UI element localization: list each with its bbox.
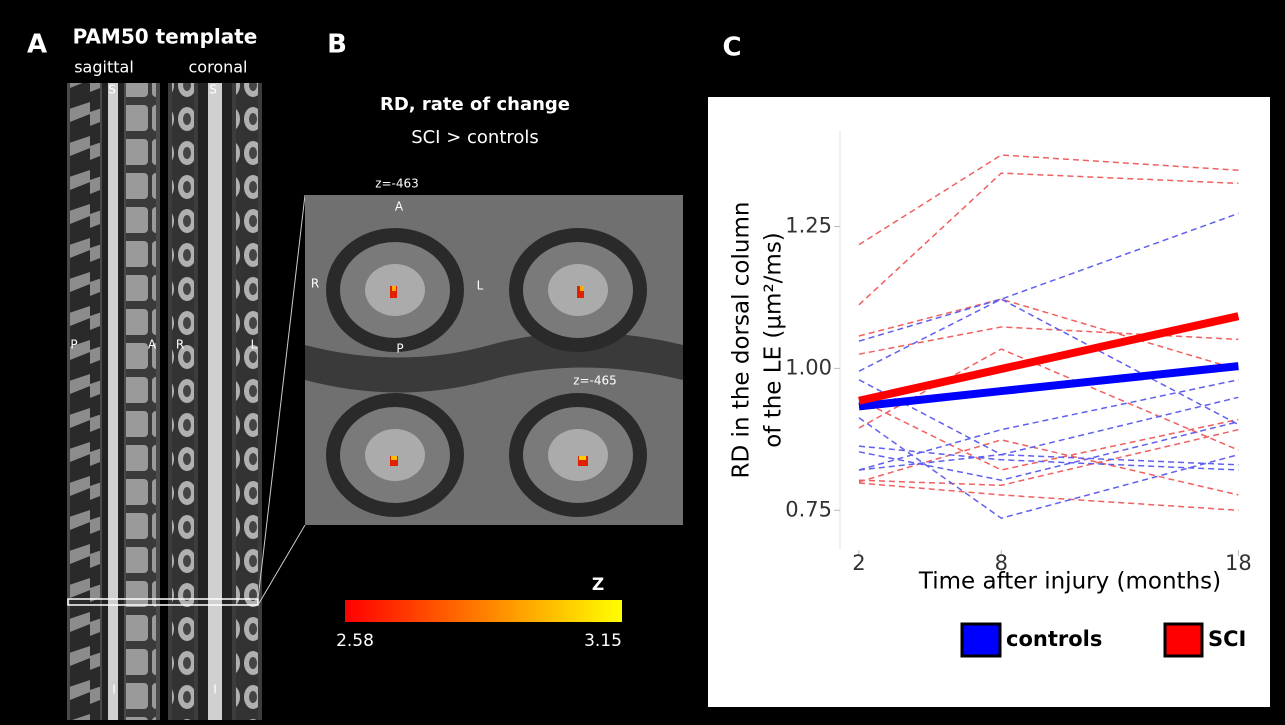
panel-title: PAM50 template [73, 25, 258, 49]
panel-subtitle: SCI > controls [411, 127, 539, 148]
legend-swatch [1163, 622, 1204, 658]
colorbar [345, 600, 622, 622]
colorbar-label: Z [592, 575, 604, 595]
orientation-label: I [213, 683, 217, 697]
subject-line [858, 398, 1239, 471]
y-tick-label: 1.25 [785, 213, 832, 237]
view-label: coronal [189, 58, 248, 77]
subject-line [858, 421, 1239, 481]
colorbar-max: 3.15 [584, 631, 622, 651]
orientation-label: R [311, 277, 319, 291]
y-axis-label: of the LE (µm²/ms) [761, 232, 787, 448]
subject-line [858, 439, 1239, 496]
y-axis-label: RD in the dorsal column [729, 202, 755, 479]
panel-label: C [722, 33, 741, 63]
orientation-label: A [148, 338, 157, 352]
orientation-label: P [396, 342, 403, 356]
legend-label: SCI [1208, 627, 1246, 651]
subject-line [858, 172, 1239, 306]
x-axis-label: Time after injury (months) [918, 569, 1221, 595]
subject-line [858, 298, 1239, 371]
orientation-label: R [176, 338, 184, 352]
orientation-label: I [112, 683, 116, 697]
subject-line [858, 417, 1239, 520]
slice-label: z=-463 [375, 177, 419, 191]
view-label: sagittal [74, 58, 134, 77]
slice-label: z=-465 [573, 374, 617, 388]
orientation-label: A [395, 200, 404, 214]
subject-line [858, 445, 1239, 471]
orientation-label: L [251, 338, 258, 352]
coronal-image [168, 83, 262, 720]
x-tick-label: 18 [1225, 551, 1252, 575]
orientation-label: S [108, 83, 116, 97]
legend-label: controls [1006, 627, 1102, 651]
subject-line [858, 298, 1239, 426]
legend-swatch [960, 622, 1002, 658]
colorbar-min: 2.58 [336, 631, 374, 651]
chart-background [708, 97, 1270, 707]
sagittal-image [67, 83, 160, 720]
fit-line [858, 312, 1240, 405]
panel-label: A [27, 30, 47, 60]
subject-line [858, 428, 1239, 487]
subject-line [858, 482, 1239, 512]
axial-image [305, 195, 683, 525]
orientation-label: L [477, 279, 484, 293]
x-tick-label: 8 [995, 551, 1008, 575]
roi-box [67, 598, 259, 606]
orientation-label: P [70, 338, 77, 352]
fit-line [858, 362, 1239, 411]
x-tick-label: 2 [852, 551, 865, 575]
zoom-line [257, 524, 306, 606]
orientation-label: S [209, 83, 217, 97]
legend: controls SCI [960, 622, 1246, 658]
subject-line [858, 453, 1239, 471]
panel-label: B [327, 30, 347, 60]
y-tick-label: 1.00 [785, 355, 832, 379]
zoom-line [257, 194, 306, 600]
y-tick-label: 0.75 [785, 497, 832, 521]
panel-title: RD, rate of change [380, 94, 570, 115]
